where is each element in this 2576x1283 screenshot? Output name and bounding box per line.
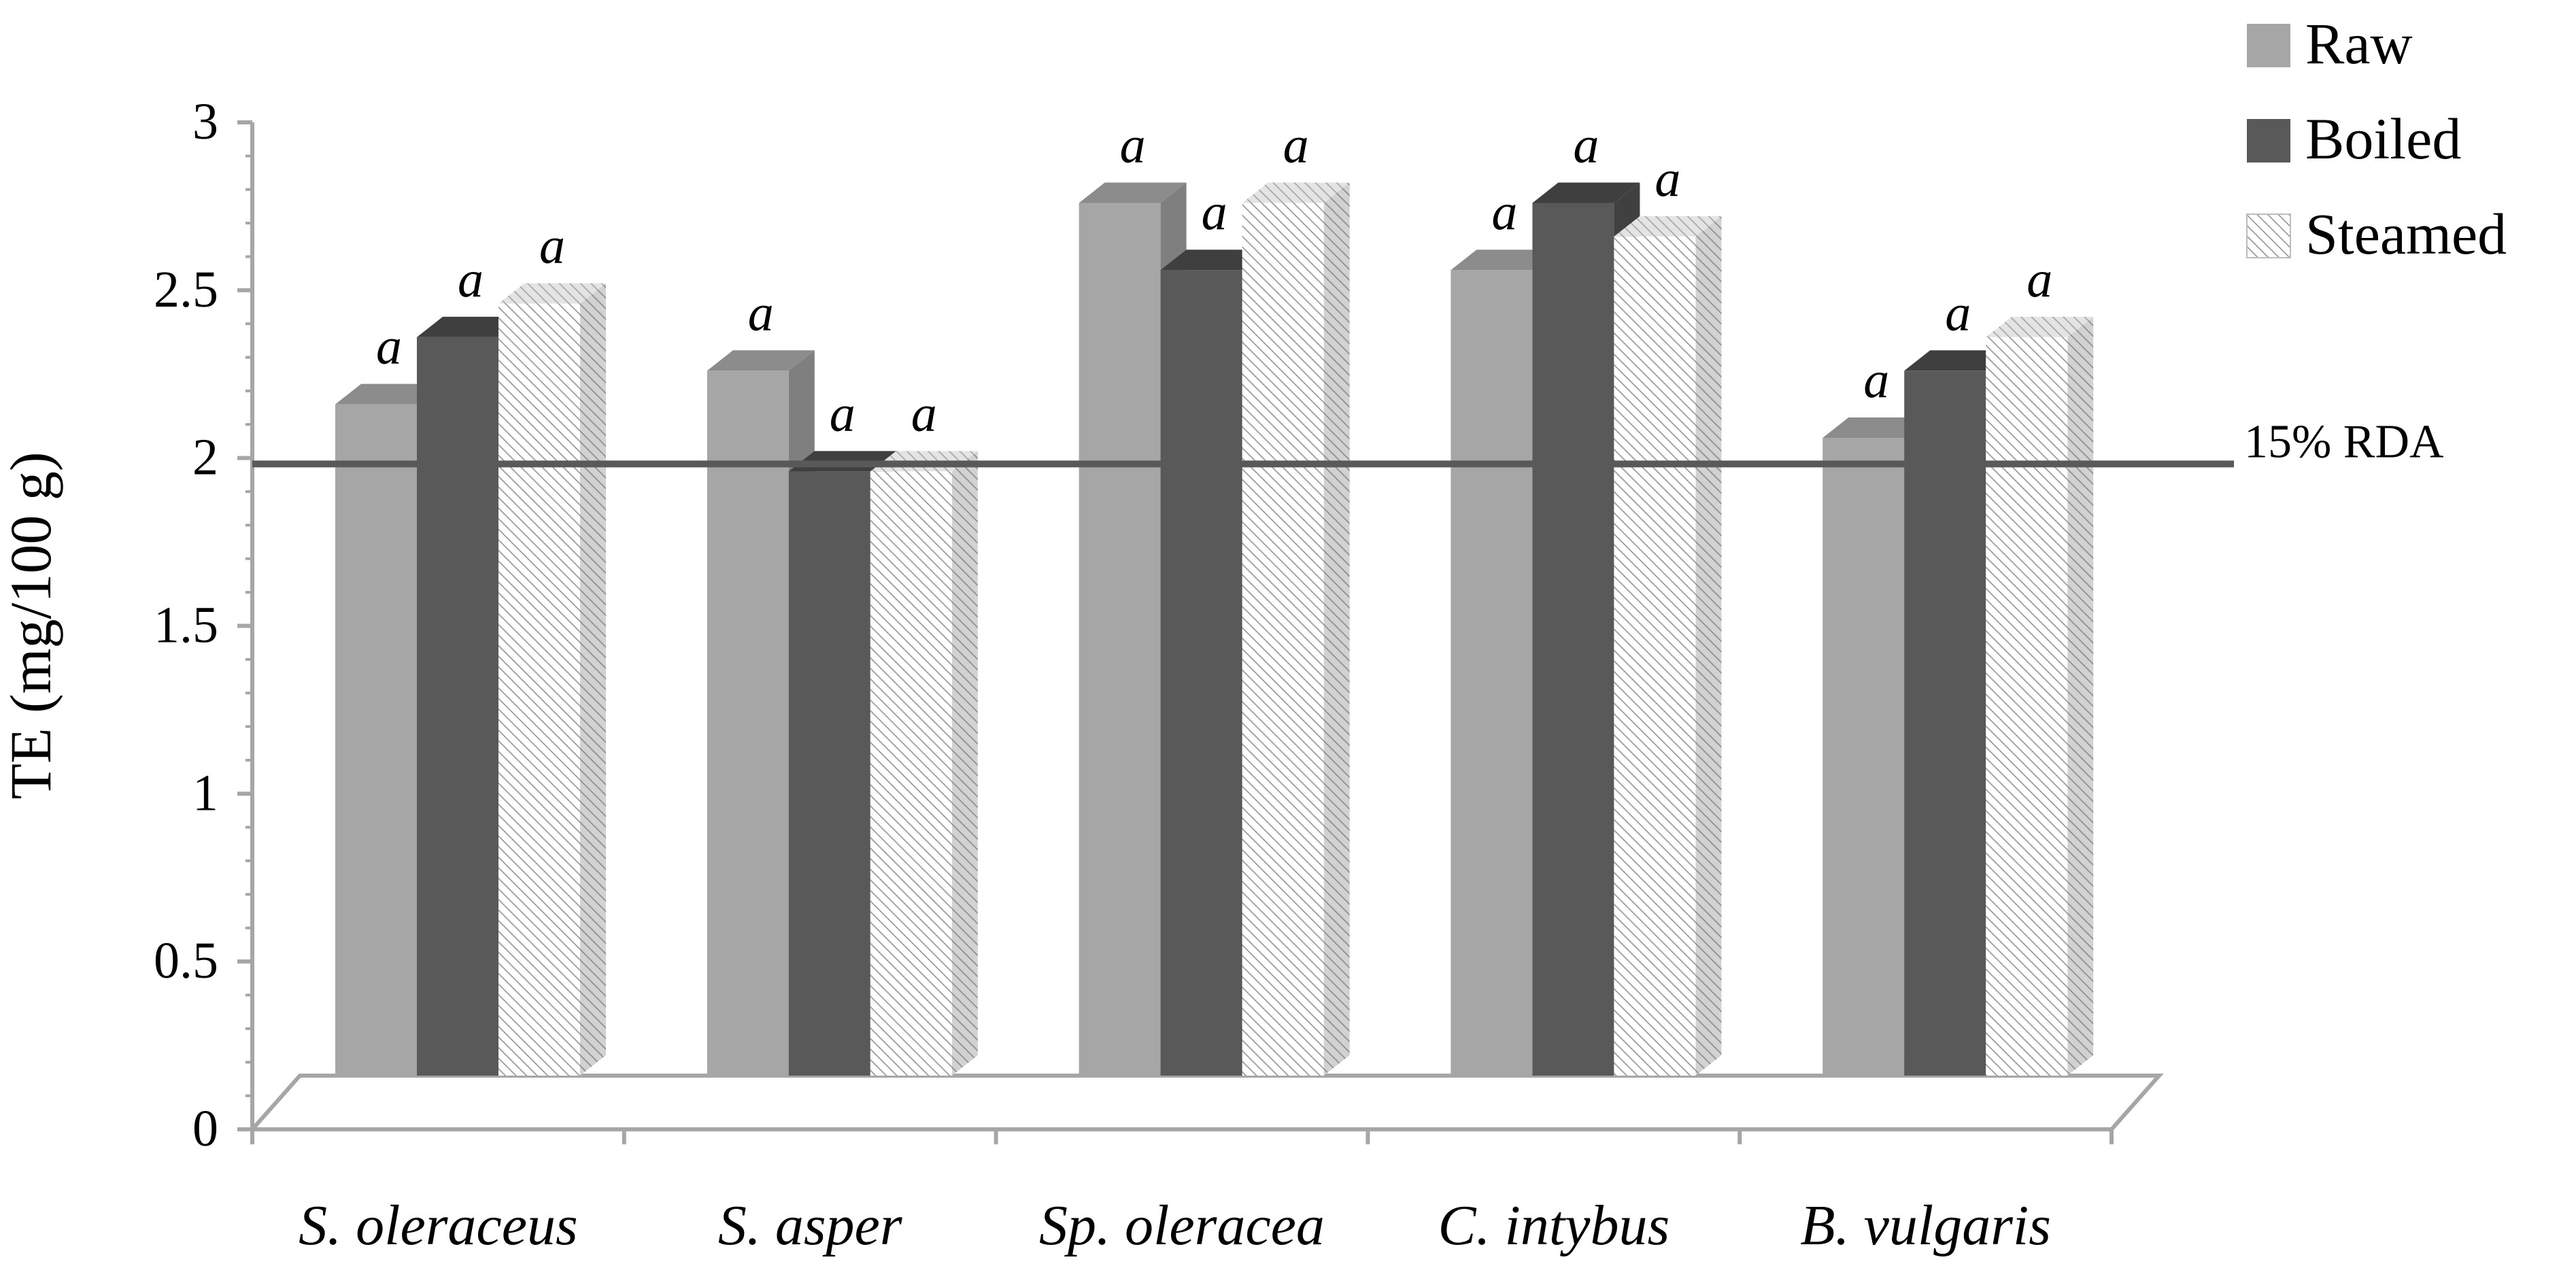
bar-steamed-1 xyxy=(498,283,606,1076)
legend-item-raw: Raw xyxy=(2247,11,2413,76)
bar-steamed-5 xyxy=(1986,316,2094,1076)
bar-front xyxy=(1986,337,2068,1076)
bar-raw-3 xyxy=(1079,182,1187,1076)
legend-item-boiled: Boiled xyxy=(2247,106,2461,171)
significance-label: a xyxy=(376,318,402,375)
bar-top xyxy=(417,316,524,337)
bar-side xyxy=(580,283,606,1076)
bar-front xyxy=(417,337,498,1076)
bar-top xyxy=(1614,216,1722,237)
significance-label: a xyxy=(2027,251,2052,308)
significance-label: a xyxy=(748,284,774,341)
significance-label: a xyxy=(1863,352,1889,409)
y-tick-label: 1.5 xyxy=(154,597,218,654)
x-axis-ticks xyxy=(250,1129,2114,1144)
reference-line-label: 15% RDA xyxy=(2244,415,2444,468)
y-tick-label: 0 xyxy=(192,1100,218,1157)
significance-label: a xyxy=(1945,284,1971,341)
y-axis-tick-labels: 0 0.5 1 1.5 2 2.5 3 xyxy=(154,93,218,1157)
bar-side xyxy=(951,451,978,1076)
x-category-label: C. intybus xyxy=(1438,1194,1670,1257)
x-category-label: S. oleraceus xyxy=(299,1194,578,1257)
bar-side xyxy=(2067,316,2094,1076)
x-category-label: Sp. oleracea xyxy=(1039,1194,1325,1257)
bar-front xyxy=(788,471,870,1076)
bar-front xyxy=(1614,236,1696,1076)
significance-label: a xyxy=(1573,116,1599,173)
chart-floor xyxy=(248,1074,2164,1131)
y-tick-label: 2 xyxy=(192,429,218,486)
bar-top xyxy=(1242,182,1350,203)
legend-swatch xyxy=(2247,119,2290,162)
y-tick-label: 2.5 xyxy=(154,261,218,318)
significance-label: a xyxy=(830,385,855,442)
x-axis-category-labels: S. oleraceus S. asper Sp. oleracea C. intyb… xyxy=(299,1194,2051,1257)
bar-steamed-2 xyxy=(870,451,978,1076)
bar-top xyxy=(1532,182,1640,203)
significance-label: a xyxy=(1120,116,1146,173)
significance-label: a xyxy=(1491,184,1517,241)
bar-steamed-4 xyxy=(1614,216,1722,1076)
legend-item-steamed: Steamed xyxy=(2246,201,2507,267)
bar-front xyxy=(1904,371,1986,1076)
bar-front xyxy=(1242,203,1324,1076)
significance-label: a xyxy=(1655,150,1680,207)
x-category-label: B. vulgaris xyxy=(1800,1194,2051,1257)
bar-top xyxy=(707,350,815,371)
legend-label: Raw xyxy=(2305,11,2413,76)
bar-top xyxy=(1160,250,1268,271)
bar-side xyxy=(1695,216,1722,1076)
bar-front xyxy=(1079,203,1161,1076)
bar-top xyxy=(498,283,606,304)
legend-label: Steamed xyxy=(2305,201,2507,267)
bar-top xyxy=(1904,350,2012,371)
bar-top xyxy=(1451,250,1559,271)
significance-label: a xyxy=(458,251,484,308)
legend-swatch xyxy=(2247,24,2290,67)
legend-label: Boiled xyxy=(2305,106,2461,171)
bar-front xyxy=(1451,270,1533,1076)
bar-top xyxy=(1986,316,2094,337)
x-category-label: S. asper xyxy=(718,1194,902,1257)
bar-front xyxy=(707,371,789,1076)
bar-front xyxy=(870,471,952,1076)
significance-label: a xyxy=(1283,116,1309,173)
bar-front xyxy=(1160,270,1242,1076)
bar-front xyxy=(498,303,580,1076)
bar-top xyxy=(1823,417,1931,439)
significance-label: a xyxy=(1202,184,1227,241)
y-tick-label: 1 xyxy=(192,764,218,821)
floor-plane xyxy=(248,1074,2164,1131)
bar-top xyxy=(335,383,443,405)
bar-side xyxy=(1323,182,1350,1076)
legend: Raw Boiled Steamed xyxy=(2246,11,2507,267)
bar-front xyxy=(1823,438,1905,1076)
bar-front xyxy=(1532,203,1614,1076)
bars xyxy=(335,182,2094,1076)
bar-front xyxy=(335,404,417,1076)
y-axis-major-ticks xyxy=(237,120,252,1131)
significance-label: a xyxy=(539,218,565,275)
significance-label: a xyxy=(911,385,937,442)
y-axis-title: TE (mg/100 g) xyxy=(0,451,63,799)
bar-steamed-3 xyxy=(1242,182,1350,1076)
legend-swatch xyxy=(2246,213,2291,258)
y-tick-label: 0.5 xyxy=(154,932,218,989)
bar-top xyxy=(1079,182,1187,203)
y-tick-label: 3 xyxy=(192,93,218,150)
